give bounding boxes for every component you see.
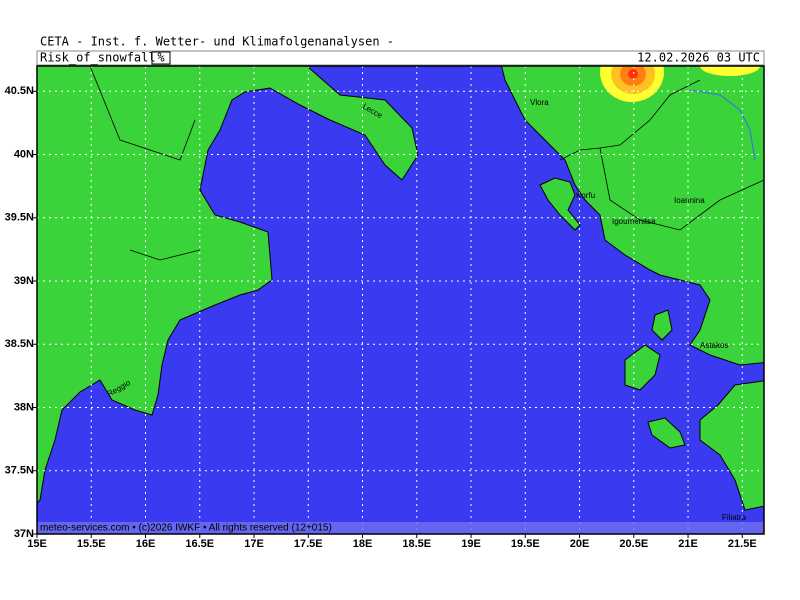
zakynthos (647, 417, 686, 449)
borders (89, 66, 764, 261)
x-tick-label: 18.5E (402, 538, 431, 550)
field-name: Risk_of_snowfall (40, 51, 156, 65)
axes: 15E 15.5E 16E 16.5E 17E 17.5E 18E 18.5E 19E 19.5E… (5, 85, 757, 550)
place-label: Filiatra (722, 513, 747, 522)
lefkada (651, 309, 673, 341)
snow-risk-area (600, 66, 760, 102)
place-label: Vlora (530, 98, 549, 107)
x-tick-label: 17.5E (294, 538, 323, 550)
place-label: Korfu (576, 191, 595, 200)
footer: meteo-services.com • (c)2026 IWKF • All … (40, 523, 332, 534)
river (689, 89, 756, 161)
footer-bar (37, 522, 764, 534)
map-area: Lecce Vlora Korfu Igoumenitsa Ioannina A… (37, 66, 764, 534)
x-tick-label: 21E (678, 538, 698, 550)
corfu (539, 177, 581, 231)
place-label: Igoumenitsa (612, 217, 656, 226)
x-tick-label: 21.5E (728, 538, 757, 550)
y-tick-label: 40N (14, 148, 34, 160)
y-tick-label: 37N (14, 528, 34, 540)
y-tick-label: 37.5N (5, 465, 34, 477)
x-tick-label: 17E (244, 538, 264, 550)
y-tick-label: 38N (14, 401, 34, 413)
y-tick-label: 39N (14, 275, 34, 287)
x-tick-label: 19E (461, 538, 481, 550)
map-frame (36, 65, 765, 535)
x-tick-label: 18E (353, 538, 373, 550)
unit-box (151, 51, 171, 65)
subtitle-bar (36, 50, 765, 66)
y-tick-label: 39.5N (5, 212, 34, 224)
place-label: Ioannina (674, 196, 705, 205)
unit: % (157, 51, 165, 65)
x-tick-label: 16E (136, 538, 156, 550)
valid-time: 12.02.2026 03 UTC (637, 51, 760, 65)
grid (37, 66, 764, 534)
risk-contour (700, 66, 760, 76)
x-tick-label: 20.5E (619, 538, 648, 550)
x-tick-label: 16.5E (185, 538, 214, 550)
x-tick-label: 15E (27, 538, 47, 550)
peloponnese (699, 380, 764, 511)
title: CETA - Inst. f. Wetter- und Klimafolgena… (40, 35, 394, 49)
x-tick-label: 19.5E (511, 538, 540, 550)
x-tick-label: 20E (570, 538, 590, 550)
italy (37, 66, 419, 504)
y-tick-label: 38.5N (5, 338, 34, 350)
risk-contour (628, 69, 638, 79)
y-tick-label: 40.5N (5, 85, 34, 97)
place-label: Astakos (700, 341, 728, 350)
x-tick-label: 15.5E (77, 538, 106, 550)
